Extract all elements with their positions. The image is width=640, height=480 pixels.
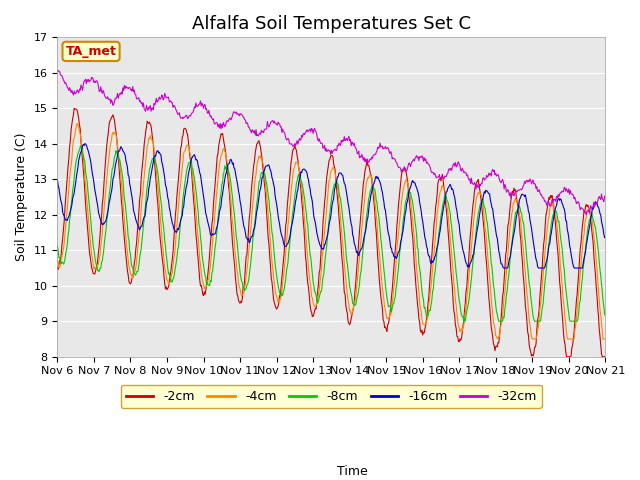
-16cm bbox=[414, 190, 422, 195]
-8cm bbox=[54, 243, 61, 249]
-8cm bbox=[120, 196, 128, 202]
-16cm bbox=[205, 223, 212, 229]
Text: Time: Time bbox=[337, 465, 367, 478]
-4cm bbox=[205, 277, 212, 283]
-8cm bbox=[63, 241, 71, 247]
Text: TA_met: TA_met bbox=[66, 45, 116, 58]
-32cm bbox=[398, 167, 406, 173]
-32cm bbox=[120, 83, 128, 88]
Title: Alfalfa Soil Temperatures Set C: Alfalfa Soil Temperatures Set C bbox=[192, 15, 471, 33]
-4cm bbox=[54, 258, 61, 264]
-4cm bbox=[176, 186, 184, 192]
-16cm bbox=[500, 265, 508, 271]
-2cm bbox=[205, 262, 212, 267]
-4cm bbox=[120, 217, 128, 223]
-32cm bbox=[414, 154, 422, 160]
-2cm bbox=[601, 354, 609, 360]
Line: -32cm: -32cm bbox=[58, 71, 605, 215]
-4cm bbox=[601, 336, 609, 342]
-32cm bbox=[176, 113, 184, 119]
-4cm bbox=[529, 336, 536, 342]
-2cm bbox=[120, 236, 128, 241]
-8cm bbox=[601, 312, 609, 318]
-4cm bbox=[398, 195, 406, 201]
-2cm bbox=[414, 307, 422, 312]
-32cm bbox=[205, 108, 212, 113]
Line: -16cm: -16cm bbox=[58, 144, 605, 268]
Line: -4cm: -4cm bbox=[58, 123, 605, 339]
Legend: -2cm, -4cm, -8cm, -16cm, -32cm: -2cm, -4cm, -8cm, -16cm, -32cm bbox=[121, 385, 542, 408]
-2cm bbox=[54, 264, 61, 270]
-2cm bbox=[398, 168, 406, 174]
-4cm bbox=[414, 280, 422, 286]
-16cm bbox=[601, 235, 609, 240]
-32cm bbox=[54, 68, 61, 74]
Y-axis label: Soil Temperature (C): Soil Temperature (C) bbox=[15, 133, 28, 261]
-16cm bbox=[81, 141, 88, 146]
-4cm bbox=[63, 205, 71, 211]
-32cm bbox=[582, 212, 590, 217]
-8cm bbox=[77, 143, 85, 149]
-16cm bbox=[398, 232, 406, 238]
-32cm bbox=[601, 193, 609, 199]
-8cm bbox=[460, 318, 468, 324]
-8cm bbox=[176, 226, 184, 232]
-8cm bbox=[414, 247, 422, 252]
-8cm bbox=[398, 230, 406, 236]
-8cm bbox=[205, 282, 212, 288]
-32cm bbox=[54, 68, 62, 73]
Line: -8cm: -8cm bbox=[58, 146, 605, 321]
-2cm bbox=[63, 173, 71, 179]
-16cm bbox=[63, 217, 71, 223]
-4cm bbox=[74, 120, 81, 126]
-32cm bbox=[64, 85, 72, 91]
-16cm bbox=[120, 150, 128, 156]
-2cm bbox=[176, 158, 184, 164]
-16cm bbox=[176, 220, 184, 226]
-2cm bbox=[563, 354, 570, 360]
-2cm bbox=[70, 106, 78, 111]
Line: -2cm: -2cm bbox=[58, 108, 605, 357]
-16cm bbox=[54, 177, 61, 183]
